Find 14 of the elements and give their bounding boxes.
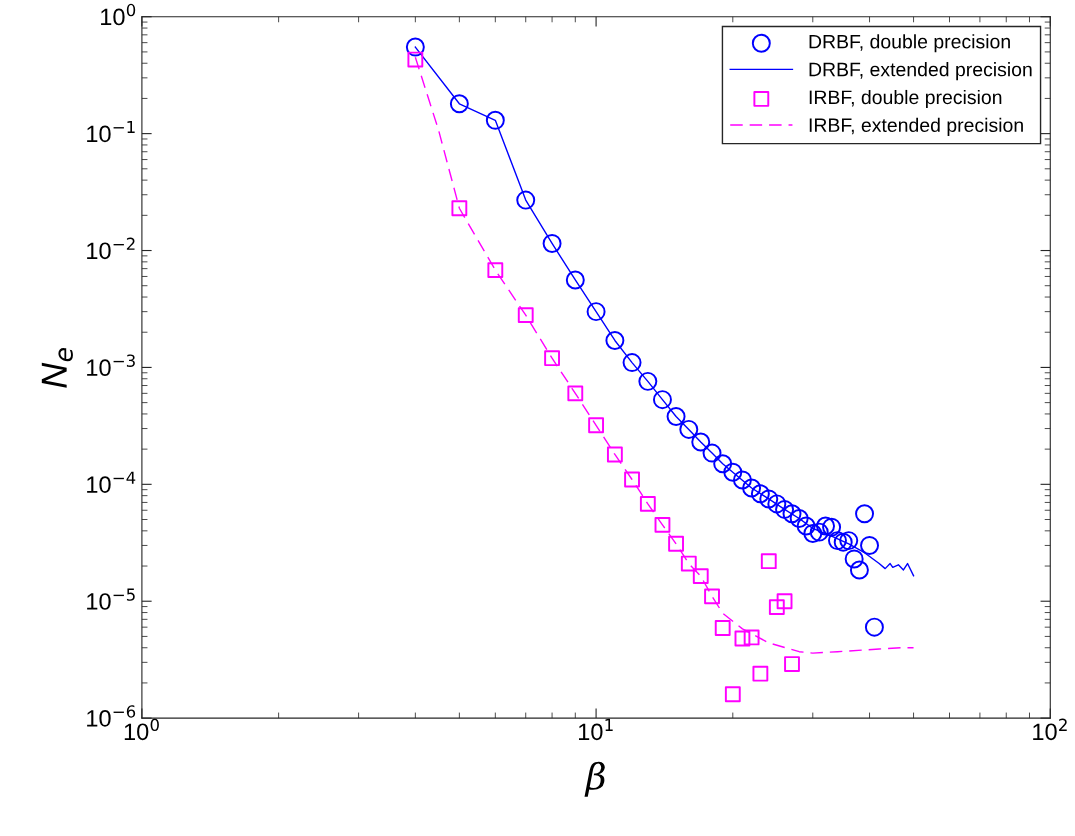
y-tick-label: 10$^{0}$ [101, 3, 136, 26]
legend-label: DRBF, double precision [809, 34, 1010, 53]
y-tick-label: 10$^{−1}$ [87, 120, 135, 143]
y-tick-label: 10$^{−4}$ [87, 471, 136, 493]
y-tick-label: 10$^{−2}$ [87, 237, 135, 260]
x-tick-label: 10$^{2}$ [1033, 718, 1067, 741]
legend-label: IRBF, double precision [809, 89, 1002, 109]
x-axis-title: β [584, 761, 605, 797]
y-tick-label: 10$^{−3}$ [87, 354, 135, 377]
legend-label: IRBF, extended precision [809, 117, 1023, 136]
y-axis-title: N$_{e}$ [41, 348, 73, 388]
x-tick-label: 10$^{1}$ [579, 718, 613, 741]
y-tick-label: 10$^{−5}$ [87, 588, 135, 610]
legend-label: DRBF, extended precision [809, 62, 1032, 81]
